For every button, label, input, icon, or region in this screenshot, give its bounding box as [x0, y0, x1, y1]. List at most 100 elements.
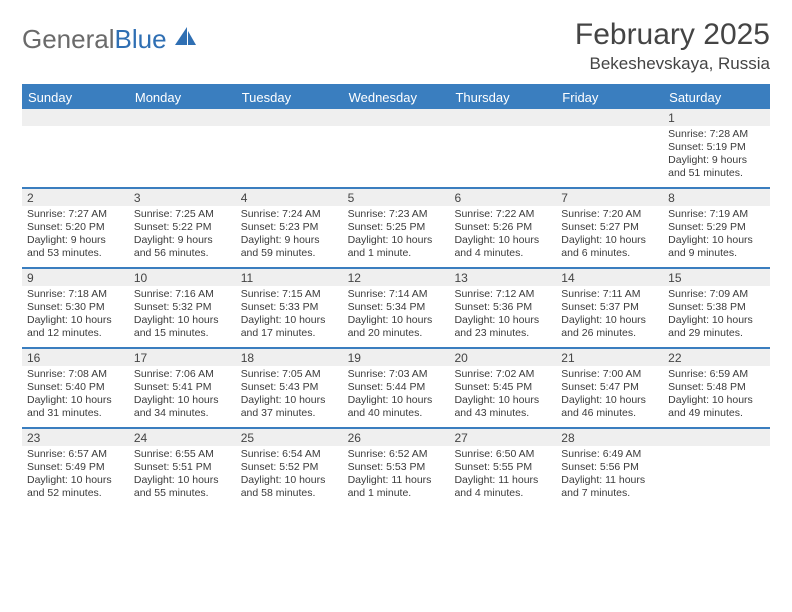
- day-cell: 14Sunrise: 7:11 AMSunset: 5:37 PMDayligh…: [556, 269, 663, 347]
- day-details: Sunrise: 7:08 AMSunset: 5:40 PMDaylight:…: [22, 366, 129, 425]
- day-number: 1: [663, 109, 770, 126]
- day-details: Sunrise: 7:06 AMSunset: 5:41 PMDaylight:…: [129, 366, 236, 425]
- daylight-text: Daylight: 10 hours and 52 minutes.: [27, 474, 124, 500]
- day-cell: 3Sunrise: 7:25 AMSunset: 5:22 PMDaylight…: [129, 189, 236, 267]
- sunrise-text: Sunrise: 7:28 AM: [668, 128, 765, 141]
- sunset-text: Sunset: 5:19 PM: [668, 141, 765, 154]
- dayhead-sunday: Sunday: [22, 86, 129, 109]
- day-cell: [449, 109, 556, 187]
- sunset-text: Sunset: 5:51 PM: [134, 461, 231, 474]
- sunrise-text: Sunrise: 7:02 AM: [454, 368, 551, 381]
- sunset-text: Sunset: 5:43 PM: [241, 381, 338, 394]
- day-cell: 6Sunrise: 7:22 AMSunset: 5:26 PMDaylight…: [449, 189, 556, 267]
- day-number: 22: [663, 349, 770, 366]
- day-cell: 7Sunrise: 7:20 AMSunset: 5:27 PMDaylight…: [556, 189, 663, 267]
- sunset-text: Sunset: 5:20 PM: [27, 221, 124, 234]
- sunset-text: Sunset: 5:47 PM: [561, 381, 658, 394]
- sunset-text: Sunset: 5:44 PM: [348, 381, 445, 394]
- sunrise-text: Sunrise: 7:05 AM: [241, 368, 338, 381]
- dayhead-thursday: Thursday: [449, 86, 556, 109]
- logo: GeneralBlue: [22, 18, 197, 55]
- daylight-text: Daylight: 10 hours and 49 minutes.: [668, 394, 765, 420]
- week-row: 16Sunrise: 7:08 AMSunset: 5:40 PMDayligh…: [22, 347, 770, 427]
- day-number: 12: [343, 269, 450, 286]
- day-details: Sunrise: 6:50 AMSunset: 5:55 PMDaylight:…: [449, 446, 556, 505]
- daylight-text: Daylight: 10 hours and 58 minutes.: [241, 474, 338, 500]
- sunrise-text: Sunrise: 7:06 AM: [134, 368, 231, 381]
- day-details: Sunrise: 7:09 AMSunset: 5:38 PMDaylight:…: [663, 286, 770, 345]
- daylight-text: Daylight: 9 hours and 53 minutes.: [27, 234, 124, 260]
- sunset-text: Sunset: 5:56 PM: [561, 461, 658, 474]
- sunset-text: Sunset: 5:49 PM: [27, 461, 124, 474]
- day-number: 17: [129, 349, 236, 366]
- day-cell: [343, 109, 450, 187]
- day-details: Sunrise: 7:27 AMSunset: 5:20 PMDaylight:…: [22, 206, 129, 265]
- daylight-text: Daylight: 10 hours and 1 minute.: [348, 234, 445, 260]
- sunrise-text: Sunrise: 7:23 AM: [348, 208, 445, 221]
- day-number: 16: [22, 349, 129, 366]
- day-cell: [663, 429, 770, 507]
- day-cell: 10Sunrise: 7:16 AMSunset: 5:32 PMDayligh…: [129, 269, 236, 347]
- sunrise-text: Sunrise: 7:08 AM: [27, 368, 124, 381]
- sunrise-text: Sunrise: 7:22 AM: [454, 208, 551, 221]
- day-details: Sunrise: 6:57 AMSunset: 5:49 PMDaylight:…: [22, 446, 129, 505]
- day-details: Sunrise: 7:11 AMSunset: 5:37 PMDaylight:…: [556, 286, 663, 345]
- sunrise-text: Sunrise: 7:18 AM: [27, 288, 124, 301]
- day-details: Sunrise: 7:16 AMSunset: 5:32 PMDaylight:…: [129, 286, 236, 345]
- header: GeneralBlue February 2025 Bekeshevskaya,…: [22, 18, 770, 74]
- logo-part2: Blue: [115, 24, 167, 54]
- dayhead-wednesday: Wednesday: [343, 86, 450, 109]
- day-number: 6: [449, 189, 556, 206]
- sunrise-text: Sunrise: 7:27 AM: [27, 208, 124, 221]
- day-details: Sunrise: 7:25 AMSunset: 5:22 PMDaylight:…: [129, 206, 236, 265]
- day-cell: [22, 109, 129, 187]
- sunset-text: Sunset: 5:40 PM: [27, 381, 124, 394]
- sunrise-text: Sunrise: 6:55 AM: [134, 448, 231, 461]
- daylight-text: Daylight: 11 hours and 7 minutes.: [561, 474, 658, 500]
- day-cell: 18Sunrise: 7:05 AMSunset: 5:43 PMDayligh…: [236, 349, 343, 427]
- day-details: Sunrise: 7:20 AMSunset: 5:27 PMDaylight:…: [556, 206, 663, 265]
- sunset-text: Sunset: 5:36 PM: [454, 301, 551, 314]
- day-details: Sunrise: 7:02 AMSunset: 5:45 PMDaylight:…: [449, 366, 556, 425]
- day-number: 19: [343, 349, 450, 366]
- daylight-text: Daylight: 10 hours and 29 minutes.: [668, 314, 765, 340]
- day-details: Sunrise: 6:52 AMSunset: 5:53 PMDaylight:…: [343, 446, 450, 505]
- day-number: 26: [343, 429, 450, 446]
- daylight-text: Daylight: 10 hours and 23 minutes.: [454, 314, 551, 340]
- day-details: Sunrise: 6:59 AMSunset: 5:48 PMDaylight:…: [663, 366, 770, 425]
- day-number: 20: [449, 349, 556, 366]
- week-row: 2Sunrise: 7:27 AMSunset: 5:20 PMDaylight…: [22, 187, 770, 267]
- day-cell: [236, 109, 343, 187]
- day-details: Sunrise: 7:03 AMSunset: 5:44 PMDaylight:…: [343, 366, 450, 425]
- day-cell: 15Sunrise: 7:09 AMSunset: 5:38 PMDayligh…: [663, 269, 770, 347]
- day-details: Sunrise: 7:19 AMSunset: 5:29 PMDaylight:…: [663, 206, 770, 265]
- day-cell: 2Sunrise: 7:27 AMSunset: 5:20 PMDaylight…: [22, 189, 129, 267]
- daylight-text: Daylight: 10 hours and 43 minutes.: [454, 394, 551, 420]
- day-cell: 17Sunrise: 7:06 AMSunset: 5:41 PMDayligh…: [129, 349, 236, 427]
- daylight-text: Daylight: 11 hours and 1 minute.: [348, 474, 445, 500]
- day-details: Sunrise: 7:28 AMSunset: 5:19 PMDaylight:…: [663, 126, 770, 185]
- day-number: [556, 109, 663, 126]
- daylight-text: Daylight: 10 hours and 9 minutes.: [668, 234, 765, 260]
- day-number: 8: [663, 189, 770, 206]
- logo-text: GeneralBlue: [22, 24, 167, 55]
- day-cell: 21Sunrise: 7:00 AMSunset: 5:47 PMDayligh…: [556, 349, 663, 427]
- daylight-text: Daylight: 10 hours and 55 minutes.: [134, 474, 231, 500]
- sunrise-text: Sunrise: 7:15 AM: [241, 288, 338, 301]
- sunset-text: Sunset: 5:22 PM: [134, 221, 231, 234]
- day-number: 5: [343, 189, 450, 206]
- day-cell: 23Sunrise: 6:57 AMSunset: 5:49 PMDayligh…: [22, 429, 129, 507]
- sunrise-text: Sunrise: 6:50 AM: [454, 448, 551, 461]
- day-number: 3: [129, 189, 236, 206]
- daylight-text: Daylight: 10 hours and 40 minutes.: [348, 394, 445, 420]
- daylight-text: Daylight: 9 hours and 51 minutes.: [668, 154, 765, 180]
- daylight-text: Daylight: 10 hours and 31 minutes.: [27, 394, 124, 420]
- sunrise-text: Sunrise: 7:25 AM: [134, 208, 231, 221]
- day-details: Sunrise: 7:05 AMSunset: 5:43 PMDaylight:…: [236, 366, 343, 425]
- week-row: 23Sunrise: 6:57 AMSunset: 5:49 PMDayligh…: [22, 427, 770, 507]
- day-cell: 27Sunrise: 6:50 AMSunset: 5:55 PMDayligh…: [449, 429, 556, 507]
- dayhead-friday: Friday: [556, 86, 663, 109]
- daylight-text: Daylight: 10 hours and 15 minutes.: [134, 314, 231, 340]
- daylight-text: Daylight: 10 hours and 12 minutes.: [27, 314, 124, 340]
- sunset-text: Sunset: 5:33 PM: [241, 301, 338, 314]
